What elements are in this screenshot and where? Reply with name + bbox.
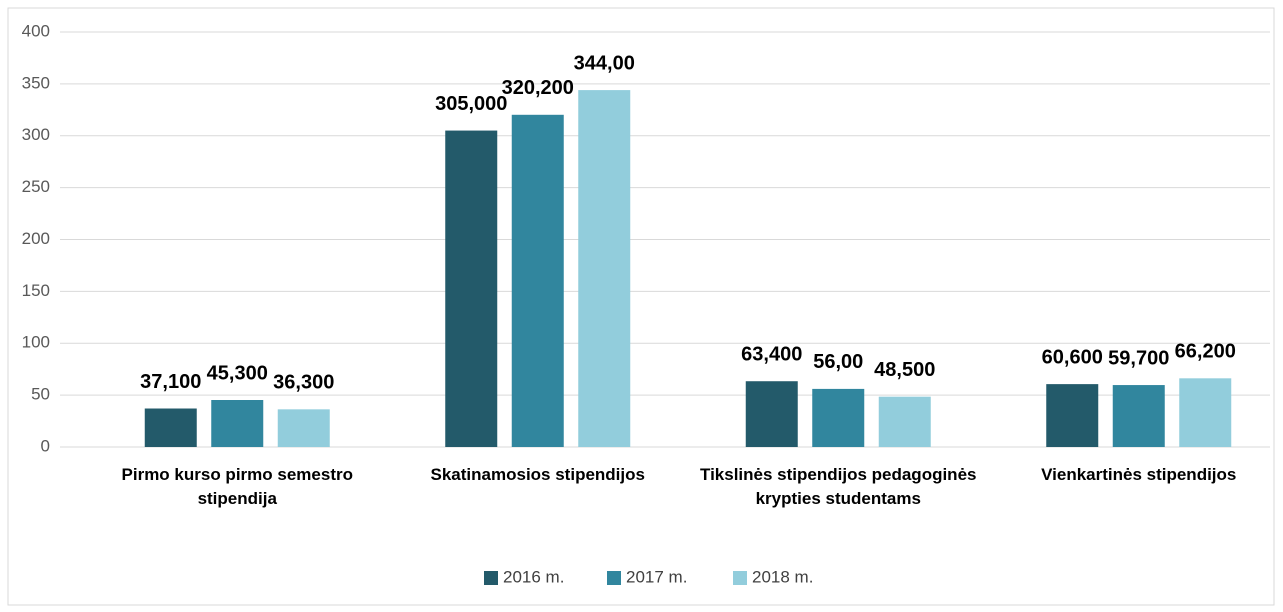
bar xyxy=(812,388,865,447)
x-tick-label: Tikslinės stipendijos pedagoginės krypti… xyxy=(700,465,977,508)
data-label: 59,700 xyxy=(1108,347,1169,369)
y-tick-label: 250 xyxy=(22,177,50,196)
bar xyxy=(445,130,498,447)
legend-label: 2018 m. xyxy=(752,567,813,586)
y-tick-label: 350 xyxy=(22,73,50,92)
bar xyxy=(745,381,798,447)
data-label: 45,300 xyxy=(207,362,268,384)
y-tick-label: 150 xyxy=(22,281,50,300)
bar xyxy=(878,396,931,447)
data-label: 66,200 xyxy=(1175,341,1236,363)
y-tick-label: 100 xyxy=(22,333,50,352)
chart-border xyxy=(7,7,1275,606)
x-tick-label: Vienkartinės stipendijos xyxy=(1041,465,1237,484)
bar xyxy=(511,114,564,447)
bar xyxy=(144,408,197,447)
y-tick-label: 200 xyxy=(22,229,50,248)
legend-label: 2016 m. xyxy=(503,567,564,586)
y-tick-label: 0 xyxy=(41,436,50,455)
data-label: 63,400 xyxy=(741,344,802,366)
x-tick-label: Skatinamosios stipendijos xyxy=(430,465,645,484)
bar xyxy=(1179,378,1232,447)
data-label: 320,200 xyxy=(502,77,574,99)
data-label: 48,500 xyxy=(874,359,935,381)
y-tick-label: 50 xyxy=(31,385,50,404)
legend-swatch xyxy=(607,571,621,585)
data-label: 36,300 xyxy=(273,372,334,394)
data-label: 344,00 xyxy=(574,52,635,74)
legend-swatch xyxy=(484,571,498,585)
bar xyxy=(578,90,631,447)
y-tick-label: 300 xyxy=(22,125,50,144)
data-label: 37,100 xyxy=(140,371,201,393)
bar xyxy=(211,400,264,447)
data-label: 305,000 xyxy=(435,93,507,115)
y-tick-label: 400 xyxy=(22,21,50,40)
data-label: 56,00 xyxy=(813,351,863,373)
bar xyxy=(1112,385,1165,447)
legend-label: 2017 m. xyxy=(626,567,687,586)
data-label: 60,600 xyxy=(1042,346,1103,368)
bar xyxy=(277,409,330,447)
bar xyxy=(1046,384,1099,447)
x-tick-label: Pirmo kurso pirmo semestro stipendija xyxy=(121,465,353,508)
legend-swatch xyxy=(733,571,747,585)
